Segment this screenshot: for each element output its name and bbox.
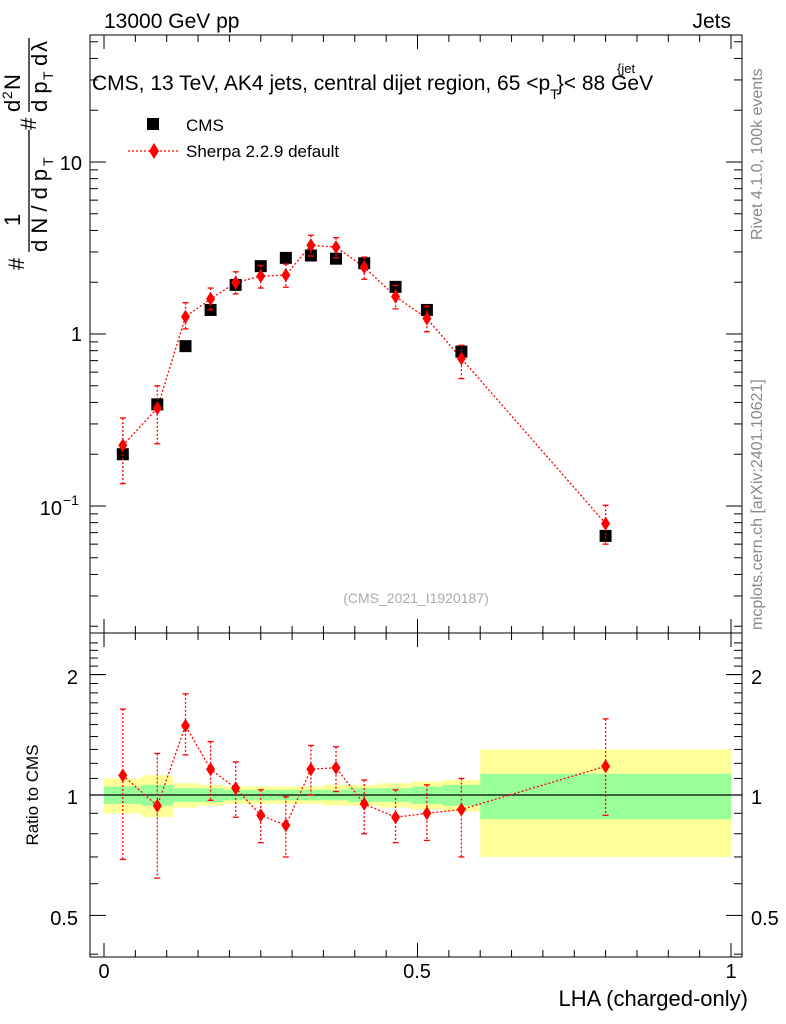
svg-text:d N / d p: d N / d p <box>27 169 52 252</box>
mc-ratio-point <box>359 796 369 811</box>
mc-data-point <box>601 516 611 531</box>
mc-ratio-point <box>206 762 216 777</box>
mc-data-point <box>391 289 401 304</box>
ratio-y-tick-label-right: 0.5 <box>751 908 779 930</box>
main-y-tick-label: 1 <box>71 324 82 346</box>
mc-ratio-point <box>118 768 128 783</box>
rivet-version-label: Rivet 4.1.0, 100k events <box>749 68 766 240</box>
mc-data-point <box>422 311 432 326</box>
main-series <box>116 234 612 545</box>
mc-data-point <box>281 268 291 283</box>
mc-ratio-point <box>152 798 162 813</box>
legend-cms-label: CMS <box>186 116 224 135</box>
cms-data-point <box>279 251 292 264</box>
mc-ratio-point <box>281 818 291 833</box>
ratio-y-tick-label-right: 2 <box>751 667 762 689</box>
legend-mc-label: Sherpa 2.2.9 default <box>186 142 339 161</box>
svg-text:#: # <box>4 257 29 270</box>
svg-text:T: T <box>40 157 56 166</box>
svg-text:2: 2 <box>0 91 15 99</box>
mc-ratio-point <box>256 808 266 823</box>
analysis-watermark: (CMS_2021_I1920187) <box>343 590 489 606</box>
x-tick-label: 0.5 <box>403 961 431 983</box>
ratio-uncertainty-bands <box>104 749 731 857</box>
mc-line <box>122 244 607 525</box>
svg-text:d: d <box>27 54 52 66</box>
cms-data-point <box>179 340 192 353</box>
mc-data-point <box>118 438 128 453</box>
ratio-y-axis-label: Ratio to CMS <box>23 744 42 845</box>
svg-text:1: 1 <box>0 214 25 226</box>
mc-data-point <box>181 309 191 324</box>
svg-text:N: N <box>0 74 25 90</box>
mc-data-point <box>331 240 341 255</box>
ratio-y-tick-label: 1 <box>67 787 78 809</box>
mc-data-point <box>256 269 266 284</box>
ratio-series <box>118 693 611 879</box>
mc-ratio-point <box>456 802 466 817</box>
process-label: Jets <box>692 10 731 33</box>
svg-text:d p: d p <box>27 81 52 112</box>
ratio-y-tick-label: 2 <box>67 667 78 689</box>
mc-ratio-point <box>181 718 191 733</box>
svg-text:λ: λ <box>27 41 52 52</box>
svg-text:d: d <box>0 100 25 112</box>
main-y-tick-label: 10 <box>40 498 62 520</box>
plot-title-superscript: {jet <box>617 61 635 76</box>
plot-title: CMS, 13 TeV, AK4 jets, central dijet reg… <box>92 72 653 102</box>
legend: CMS Sherpa 2.2.9 default <box>128 116 339 161</box>
cms-data-point <box>420 303 433 316</box>
cms-data-point <box>329 252 342 265</box>
mcplots-label: mcplots.cern.ch [arXiv:2401.10621] <box>749 379 766 630</box>
mc-ratio-point <box>331 760 341 775</box>
ratio-y-tick-label: 0.5 <box>50 908 78 930</box>
main-y-tick-label: 10 <box>60 153 82 175</box>
legend-mc-marker <box>149 143 159 159</box>
main-y-tick-labels: 10 1 10 −1 <box>40 153 82 520</box>
mc-data-point <box>306 238 316 253</box>
x-tick-label: 0 <box>98 961 109 983</box>
main-y-tick-label-exponent: −1 <box>63 492 79 508</box>
mc-ratio-line <box>122 724 606 827</box>
x-tick-labels: 0 0.5 1 <box>98 961 736 983</box>
svg-text:T: T <box>40 71 56 80</box>
mc-data-point <box>206 291 216 306</box>
svg-text:#: # <box>16 117 41 130</box>
mc-data-point <box>152 401 162 416</box>
mc-ratio-point <box>391 810 401 825</box>
energy-label: 13000 GeV pp <box>104 10 239 33</box>
ratio-y-tick-label-right: 1 <box>751 787 762 809</box>
ratio-y-tick-labels: 2 1 0.5 2 1 0.5 <box>50 667 779 930</box>
cms-data-point <box>599 529 612 542</box>
mc-data-point <box>231 275 241 290</box>
mc-ratio-point <box>601 759 611 774</box>
x-tick-label: 1 <box>725 961 736 983</box>
legend-cms-marker <box>147 118 159 130</box>
x-axis-label: LHA (charged-only) <box>558 986 748 1011</box>
main-y-axis-label: # 1 d N / d p T # d 2 N d p T d λ <box>0 38 56 270</box>
mc-ratio-point <box>422 806 432 821</box>
mc-data-point <box>456 351 466 366</box>
mc-data-point <box>359 260 369 275</box>
mc-ratio-point <box>306 762 316 777</box>
mc-ratio-point <box>231 781 241 796</box>
